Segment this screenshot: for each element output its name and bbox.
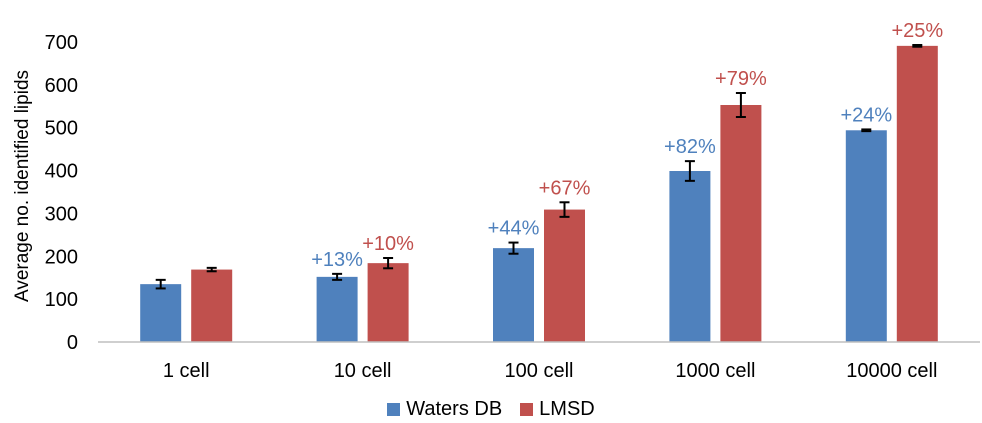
bar-waters-db	[316, 276, 358, 342]
y-axis-label: Average no. identified lipids	[12, 70, 33, 302]
percent-label: +10%	[362, 233, 414, 255]
x-tick-label: 1000 cell	[675, 360, 755, 382]
bar-lmsd	[191, 269, 233, 342]
bar-annotations: +13%+10% +44% +67% +82% +79% +24% +25%	[311, 20, 943, 271]
legend-swatch-waters-db	[387, 403, 401, 416]
y-tick-label: 700	[45, 32, 78, 54]
bar-waters-db	[669, 171, 711, 342]
y-tick-label: 100	[45, 289, 78, 311]
percent-label: +24%	[840, 104, 892, 126]
y-tick-label: 300	[45, 203, 78, 225]
percent-label: +67%	[539, 177, 591, 199]
legend-label-waters-db: Waters DB	[406, 398, 503, 420]
percent-label: +44%	[488, 218, 540, 240]
legend-label-lmsd: LMSD	[539, 398, 595, 420]
percent-label: +82%	[664, 136, 716, 158]
bar-lmsd	[720, 105, 762, 342]
x-tick-label: 1 cell	[163, 360, 210, 382]
x-tick-label: 100 cell	[505, 360, 574, 382]
bar-waters-db	[493, 248, 534, 342]
y-tick-label: 500	[45, 118, 78, 140]
percent-label: +25%	[891, 20, 943, 42]
error-bars	[155, 44, 923, 290]
bar-waters-db	[845, 130, 887, 342]
bar-lmsd	[367, 263, 409, 342]
x-tick-label: 10000 cell	[846, 360, 937, 382]
y-tick-label: 0	[67, 332, 78, 354]
legend-swatch-lmsd	[520, 403, 534, 416]
y-tick-label: 600	[45, 75, 78, 97]
bar-lmsd	[544, 209, 585, 342]
percent-label: +79%	[715, 68, 767, 90]
legend: Waters DB LMSD	[0, 398, 982, 421]
legend-item-lmsd: LMSD	[520, 398, 595, 421]
legend-item-waters-db: Waters DB	[387, 398, 502, 421]
y-tick-label: 400	[45, 161, 78, 183]
bars	[140, 45, 938, 342]
y-tick-label: 200	[45, 246, 78, 268]
x-axis: 1 cell 10 cell 100 cell 1000 cell 10000 cell	[98, 341, 980, 382]
bar-lmsd	[896, 45, 938, 342]
percent-label: +13%	[311, 249, 363, 271]
bar-waters-db	[140, 284, 182, 342]
y-axis: 0 100 200 300 400 500 600 700	[45, 32, 78, 354]
x-tick-label: 10 cell	[334, 360, 392, 382]
